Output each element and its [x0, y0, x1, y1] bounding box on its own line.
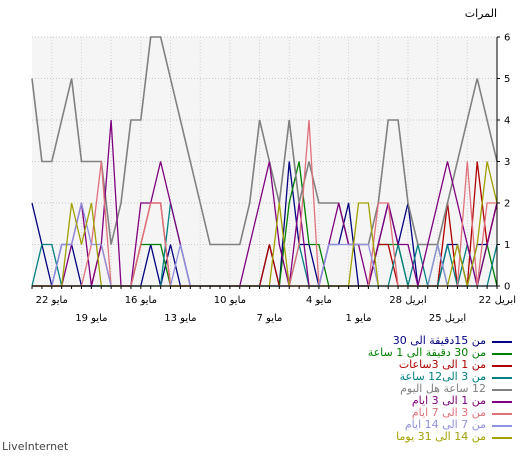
legend-entry: من 3 الى 7 ايام: [250, 406, 512, 420]
y-tick-label: 5: [504, 74, 510, 85]
legend-swatch: [492, 353, 512, 355]
series-line-4: [31, 36, 498, 246]
legend-label: من 14 الى 31 يوما: [396, 430, 486, 443]
legend-label: من 15دقيقة الى 30: [392, 334, 486, 347]
legend-label: من 30 دقيقة الى 1 ساعة: [367, 346, 486, 359]
x-tick-label: 22 ابريل: [479, 295, 516, 306]
legend-entry: 12 ساعة هل اليوم: [250, 382, 512, 396]
legend-swatch: [492, 413, 512, 415]
legend-swatch: [492, 425, 512, 427]
legend-label: من 3 الى12 ساعة: [399, 370, 486, 383]
y-tick-labels: 0 1 2 3 4 5 6: [504, 33, 510, 293]
legend-entry: من 1 الى 3ساعات: [250, 358, 512, 372]
x-tick-label: 16 مايو: [125, 295, 157, 306]
legend-swatch: [492, 377, 512, 379]
traffic-line-chart: المرات 0 1 2 3 4 5 6 22 ابريل 28 ابريل 4 مايو 10 …: [31, 7, 516, 324]
y-axis-title: المرات: [465, 7, 497, 20]
legend-label: من 3 الى 7 ايام: [411, 406, 486, 419]
x-tick-label: 13 مايو: [164, 313, 196, 324]
y-tick-label: 1: [504, 240, 510, 251]
legend-entry: من 30 دقيقة الى 1 ساعة: [250, 346, 512, 360]
legend-label: من 1 الى 3 ايام: [411, 394, 486, 407]
x-tick-label: 1 مايو: [346, 313, 372, 324]
brand-logo-text: LiveInternet: [2, 440, 69, 453]
series-line-5: [32, 119, 498, 287]
y-tick-label: 3: [504, 157, 510, 168]
x-tick-label: 4 مايو: [306, 295, 332, 306]
x-tick-label: 25 ابريل: [429, 313, 466, 324]
legend-swatch: [492, 365, 512, 367]
legend-entry: من 1 الى 3 ايام: [250, 394, 512, 408]
axes: [31, 36, 500, 289]
x-tick-label: 7 مايو: [256, 313, 282, 324]
legend-label: من 7 الى 14 ايام: [404, 418, 486, 431]
legend-entry: من 3 الى12 ساعة: [250, 370, 512, 384]
legend-label: من 1 الى 3ساعات: [398, 358, 486, 371]
legend-swatch: [492, 401, 512, 403]
legend-label: 12 ساعة هل اليوم: [400, 382, 486, 395]
legend-entry: من 15دقيقة الى 30: [250, 334, 512, 348]
x-tick-label: 28 ابريل: [389, 295, 426, 306]
y-tick-label: 4: [504, 116, 510, 127]
x-tick-label: 22 مايو: [36, 295, 68, 306]
legend-entry: من 7 الى 14 ايام: [250, 418, 512, 432]
y-tick-label: 6: [504, 33, 510, 44]
legend-swatch: [492, 437, 512, 439]
legend-swatch: [492, 389, 512, 391]
x-tick-labels: 22 ابريل 28 ابريل 4 مايو 10 مايو 16 مايو 22 م…: [36, 295, 516, 324]
x-tick-label: 10 مايو: [214, 295, 246, 306]
y-tick-label: 0: [504, 282, 510, 293]
legend-entry: من 14 الى 31 يوما: [250, 430, 512, 444]
legend-swatch: [492, 341, 512, 343]
x-tick-label: 19 مايو: [75, 313, 107, 324]
legend: من 15دقيقة الى 30 من 30 دقيقة الى 1 ساعة م…: [250, 334, 512, 444]
y-tick-label: 2: [504, 199, 510, 210]
